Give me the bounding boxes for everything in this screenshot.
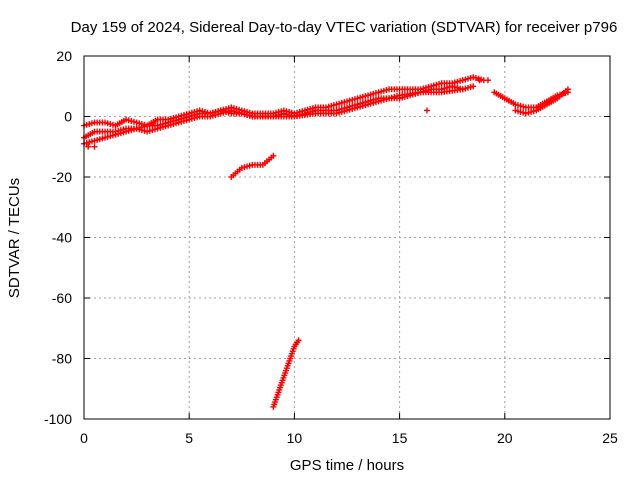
data-point — [91, 143, 98, 150]
y-tick-label: -60 — [52, 290, 72, 306]
y-tick-label: 20 — [56, 48, 72, 64]
y-tick-label: -40 — [52, 230, 72, 246]
y-axis-label: SDTVAR / TECUs — [6, 178, 23, 298]
x-tick-label: 10 — [287, 430, 303, 446]
x-tick-label: 0 — [80, 430, 88, 446]
data-point — [270, 152, 277, 159]
data-point — [459, 86, 466, 93]
data-point — [470, 83, 477, 90]
data-point — [295, 337, 302, 344]
data-point — [564, 86, 571, 93]
x-tick-label: 15 — [392, 430, 408, 446]
data-point — [476, 77, 483, 84]
y-tick-label: 0 — [64, 109, 72, 125]
y-tick-label: -80 — [52, 351, 72, 367]
data-point — [423, 107, 430, 114]
chart-title: Day 159 of 2024, Sidereal Day-to-day VTE… — [71, 19, 618, 36]
x-tick-label: 20 — [497, 430, 513, 446]
data-points — [81, 74, 571, 410]
x-tick-label: 5 — [185, 430, 193, 446]
axis-ticks: -100 -80 -60 -40 -20 0 20 0 5 10 15 20 25 — [44, 48, 618, 446]
x-axis-label: GPS time / hours — [290, 457, 404, 474]
data-point — [85, 143, 92, 150]
y-tick-label: -20 — [52, 169, 72, 185]
y-tick-label: -100 — [44, 411, 72, 427]
data-point — [484, 77, 491, 84]
x-tick-label: 25 — [602, 430, 618, 446]
